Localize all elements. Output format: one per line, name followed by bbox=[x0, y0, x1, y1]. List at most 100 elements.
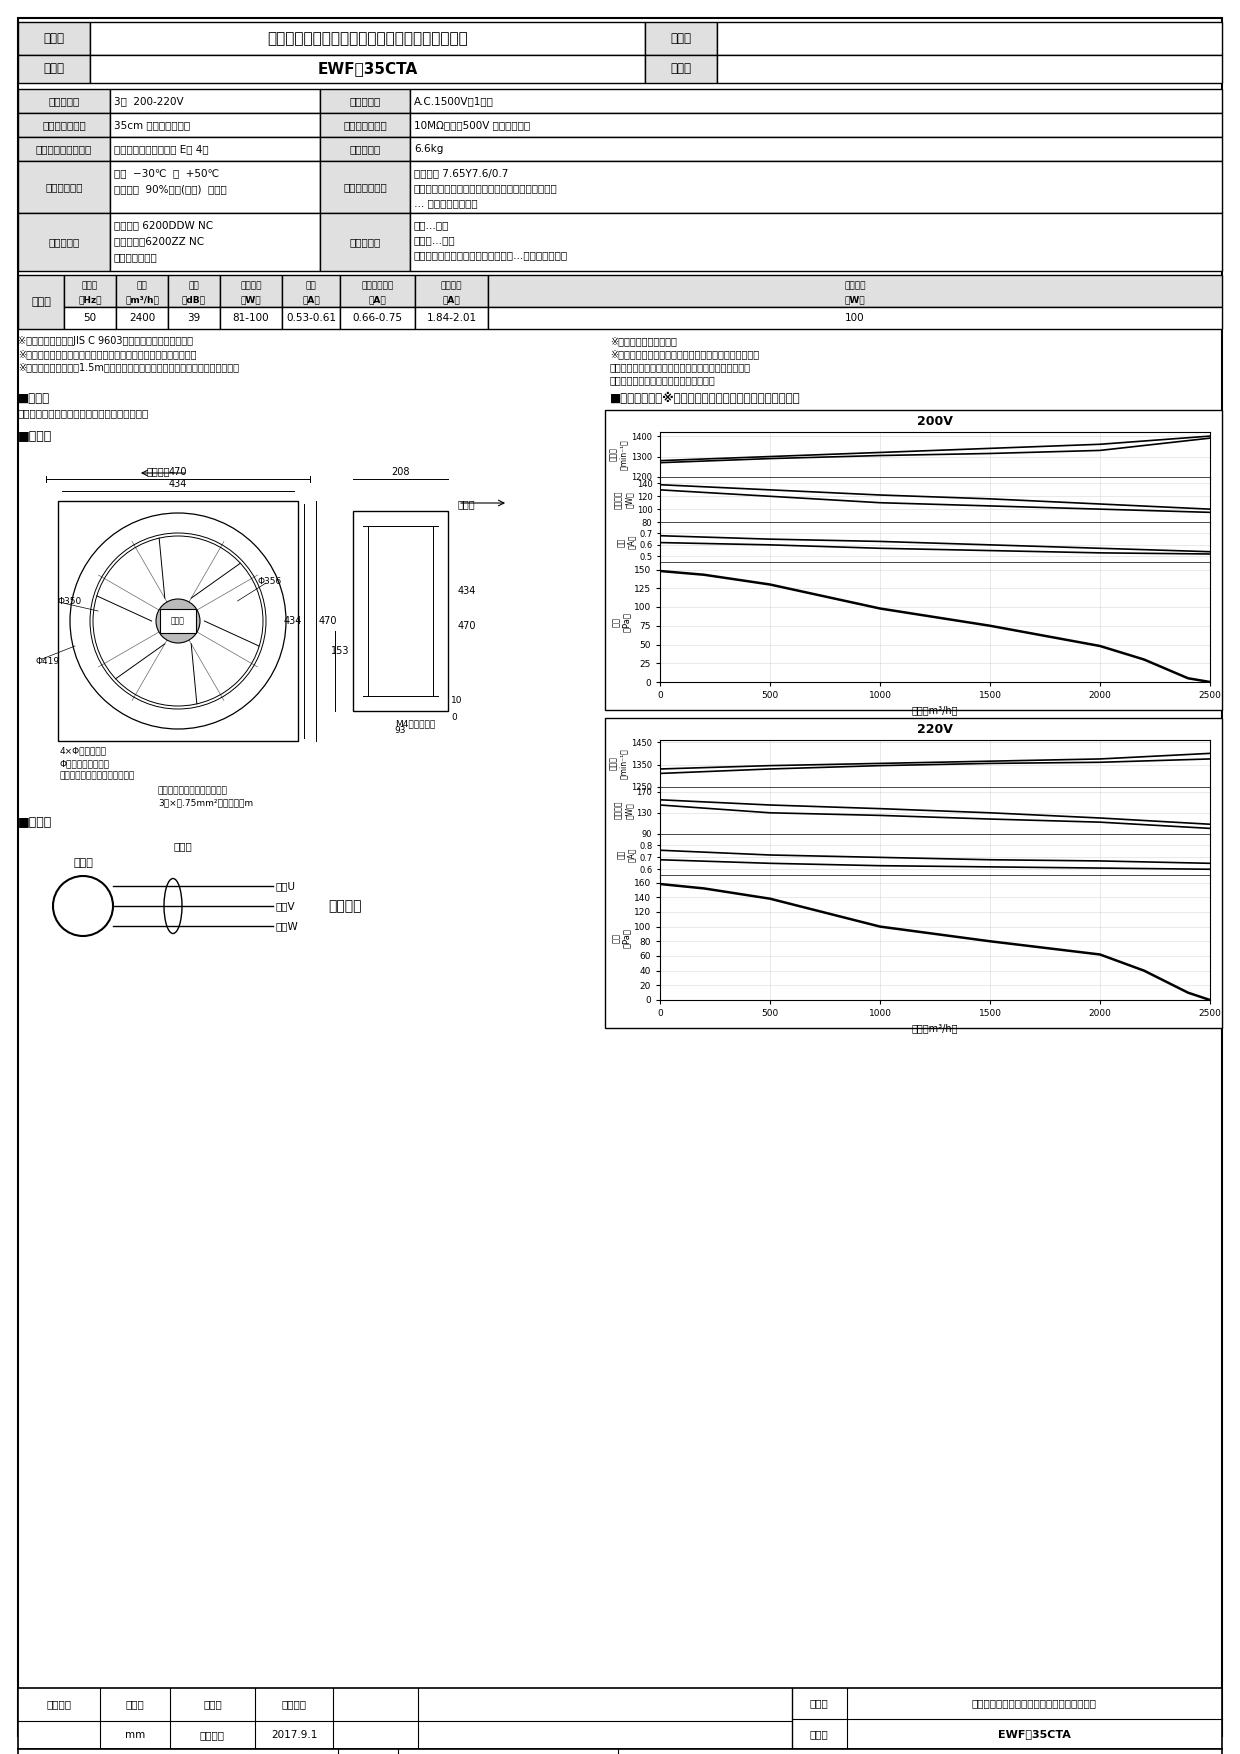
Text: 温度  −30℃  ～  +50℃: 温度 −30℃ ～ +50℃ bbox=[114, 168, 219, 177]
Text: （dB）: （dB） bbox=[182, 295, 206, 303]
Bar bbox=[160, 609, 196, 633]
Text: 10MΩ以上（500V 絶縁抵抗計）: 10MΩ以上（500V 絶縁抵抗計） bbox=[414, 119, 531, 130]
Bar bbox=[489, 275, 1221, 307]
Y-axis label: 消費電力
（W）: 消費電力 （W） bbox=[614, 802, 634, 819]
Text: 質　　　量: 質 量 bbox=[350, 144, 381, 154]
Circle shape bbox=[156, 600, 200, 644]
Bar bbox=[91, 54, 645, 82]
Text: … ポリエステル塗装: … ポリエステル塗装 bbox=[414, 198, 477, 209]
Text: A.C.1500V　1分間: A.C.1500V 1分間 bbox=[414, 96, 494, 105]
X-axis label: 風量（m³/h）: 風量（m³/h） bbox=[911, 705, 959, 716]
Bar bbox=[219, 307, 281, 330]
Bar bbox=[410, 112, 1221, 137]
Text: 台　数: 台 数 bbox=[671, 32, 692, 46]
Text: マンセル 7.65Y7.6/0.7: マンセル 7.65Y7.6/0.7 bbox=[414, 168, 508, 177]
Text: 装置の選定は最大負荷電流値で選定してください。: 装置の選定は最大負荷電流値で選定してください。 bbox=[610, 361, 751, 372]
Bar bbox=[605, 717, 1221, 1028]
Text: 赤－U: 赤－U bbox=[277, 881, 296, 891]
Text: 100: 100 bbox=[846, 312, 864, 323]
Text: （Hz）: （Hz） bbox=[78, 295, 102, 303]
Text: 形　名: 形 名 bbox=[810, 1729, 828, 1738]
Text: ※「騒音」「消費電力」「電流」の値はフリーエアー時の値です。: ※「騒音」「消費電力」「電流」の値はフリーエアー時の値です。 bbox=[19, 349, 196, 360]
Text: 消費電力: 消費電力 bbox=[241, 281, 262, 289]
Bar bbox=[320, 161, 410, 212]
Text: 81-100: 81-100 bbox=[233, 312, 269, 323]
Bar bbox=[167, 307, 219, 330]
Y-axis label: 静圧
（Pa）: 静圧 （Pa） bbox=[611, 928, 631, 947]
Bar bbox=[117, 307, 167, 330]
Text: 羽根…鋼板: 羽根…鋼板 bbox=[414, 219, 449, 230]
Bar bbox=[19, 23, 91, 54]
Bar bbox=[717, 54, 1221, 82]
Text: 騒音: 騒音 bbox=[188, 281, 200, 289]
Text: 色調・塗装仕様: 色調・塗装仕様 bbox=[343, 182, 387, 191]
Text: ※騒音は正面と側面に1.5m離れた地点３点を無響室にて測定した平均値です。: ※騒音は正面と側面に1.5m離れた地点３点を無響室にて測定した平均値です。 bbox=[19, 361, 239, 372]
Text: 3芯×０.75mm²　有効長１m: 3芯×０.75mm² 有効長１m bbox=[157, 798, 253, 807]
Bar bbox=[19, 161, 110, 212]
Text: 50: 50 bbox=[83, 312, 97, 323]
Text: 周波数: 周波数 bbox=[82, 281, 98, 289]
Text: （詳細は２ページをご参照ください）: （詳細は２ページをご参照ください） bbox=[610, 375, 715, 384]
Text: 最大負荷電流: 最大負荷電流 bbox=[361, 281, 393, 289]
Text: 材　　　料: 材 料 bbox=[350, 237, 381, 247]
Text: 電動式シャッターコード取出用: 電動式シャッターコード取出用 bbox=[60, 772, 135, 781]
Bar bbox=[410, 212, 1221, 272]
Y-axis label: 回転数
（min⁻¹）: 回転数 （min⁻¹） bbox=[609, 747, 629, 779]
Y-axis label: 電流
（A）: 電流 （A） bbox=[618, 535, 636, 549]
Bar bbox=[19, 212, 110, 272]
Text: 風量: 風量 bbox=[136, 281, 148, 289]
Bar bbox=[110, 137, 320, 161]
Bar bbox=[645, 23, 717, 54]
Text: 黒－W: 黒－W bbox=[277, 921, 299, 931]
Text: EWF－35CTA: EWF－35CTA bbox=[317, 61, 418, 77]
Text: 4×Φ１０取付穴: 4×Φ１０取付穴 bbox=[60, 745, 107, 754]
Bar bbox=[110, 89, 320, 112]
Text: 2400: 2400 bbox=[129, 312, 155, 323]
Text: 回転方向: 回転方向 bbox=[146, 467, 170, 475]
Y-axis label: 静圧
（Pa）: 静圧 （Pa） bbox=[611, 612, 631, 631]
Bar bbox=[410, 161, 1221, 212]
Bar bbox=[415, 307, 489, 330]
Text: 434: 434 bbox=[458, 586, 476, 596]
Text: 反負荷側　6200ZZ NC: 反負荷側 6200ZZ NC bbox=[114, 237, 205, 246]
Bar bbox=[19, 89, 110, 112]
Text: Φ419: Φ419 bbox=[35, 656, 60, 665]
Text: 羽　根　形　式: 羽 根 形 式 bbox=[42, 119, 86, 130]
Text: 200V: 200V bbox=[918, 416, 952, 428]
Text: 負荷側　 6200DDW NC: 負荷側 6200DDW NC bbox=[114, 219, 213, 230]
Text: ■特性曲線図　※風量はオリフィスチャンバー法による。: ■特性曲線図 ※風量はオリフィスチャンバー法による。 bbox=[610, 391, 801, 405]
Y-axis label: 消費電力
（W）: 消費電力 （W） bbox=[615, 491, 634, 509]
Bar bbox=[415, 275, 489, 307]
Text: 三菱産業用有圧換気扇（低騒音形・排気タイプ）: 三菱産業用有圧換気扇（低騒音形・排気タイプ） bbox=[267, 32, 467, 46]
Text: 非比例尺: 非比例尺 bbox=[200, 1729, 224, 1740]
Bar bbox=[645, 54, 717, 82]
Text: ※本品は排気専用です。: ※本品は排気専用です。 bbox=[610, 337, 677, 346]
Text: 公称出力: 公称出力 bbox=[844, 281, 866, 289]
Text: （A）: （A） bbox=[368, 295, 387, 303]
Text: 2017.9.1: 2017.9.1 bbox=[270, 1729, 317, 1740]
Text: （m³/h）: （m³/h） bbox=[125, 295, 159, 303]
Text: グリス　ウレア: グリス ウレア bbox=[114, 253, 157, 261]
Text: 39: 39 bbox=[187, 312, 201, 323]
Text: 電流: 電流 bbox=[305, 281, 316, 289]
Text: 電　　　源: 電 源 bbox=[48, 96, 79, 105]
Text: ※公称出力はおよその目安です。ブレーカや過負荷保護: ※公称出力はおよその目安です。ブレーカや過負荷保護 bbox=[610, 349, 759, 360]
Text: EWF－35CTA: EWF－35CTA bbox=[998, 1729, 1071, 1738]
Text: mm: mm bbox=[125, 1729, 145, 1740]
Text: 相対湿度  90%以下(常温)  屋内用: 相対湿度 90%以下(常温) 屋内用 bbox=[114, 184, 227, 195]
Bar bbox=[19, 275, 64, 330]
Bar bbox=[717, 23, 1221, 54]
Text: コード: コード bbox=[174, 840, 192, 851]
Bar bbox=[281, 307, 340, 330]
Text: 白－V: 白－V bbox=[277, 902, 295, 910]
Bar bbox=[320, 89, 410, 112]
Text: 153: 153 bbox=[331, 645, 350, 656]
Text: 品　名: 品 名 bbox=[43, 32, 64, 46]
Bar bbox=[320, 112, 410, 137]
Bar bbox=[489, 307, 1221, 330]
Bar bbox=[19, 1749, 1221, 1754]
Bar bbox=[19, 137, 110, 161]
Text: 絶　縁　抵　抗: 絶 縁 抵 抗 bbox=[343, 119, 387, 130]
Text: Φ356: Φ356 bbox=[258, 577, 283, 586]
Text: 単　位: 単 位 bbox=[125, 1700, 144, 1710]
